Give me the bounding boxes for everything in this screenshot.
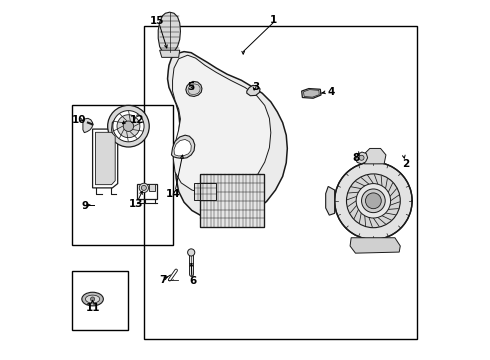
Polygon shape (326, 186, 335, 215)
Circle shape (346, 174, 400, 228)
Circle shape (362, 189, 385, 213)
Bar (144, 26, 417, 338)
Polygon shape (174, 139, 191, 156)
Text: 1: 1 (270, 15, 277, 26)
Polygon shape (302, 89, 321, 98)
Ellipse shape (85, 295, 100, 303)
Circle shape (117, 115, 140, 138)
Circle shape (366, 193, 381, 209)
Polygon shape (172, 55, 271, 194)
Text: 4: 4 (327, 87, 335, 97)
Bar (72, 271, 128, 330)
Bar (194, 183, 216, 200)
Polygon shape (247, 85, 260, 96)
Polygon shape (172, 135, 195, 158)
Polygon shape (149, 184, 155, 192)
Polygon shape (168, 51, 287, 220)
Polygon shape (83, 118, 93, 133)
Polygon shape (355, 152, 368, 164)
Text: 5: 5 (187, 82, 194, 92)
Text: 12: 12 (129, 115, 144, 125)
Circle shape (359, 155, 364, 160)
Bar (72, 105, 172, 245)
Circle shape (108, 105, 149, 147)
Polygon shape (158, 12, 180, 53)
Circle shape (123, 121, 134, 131)
Circle shape (141, 185, 147, 190)
Polygon shape (350, 238, 400, 253)
Text: 15: 15 (150, 17, 164, 27)
Polygon shape (160, 50, 180, 57)
Ellipse shape (82, 292, 103, 306)
Circle shape (356, 184, 391, 218)
Polygon shape (186, 81, 202, 96)
Bar (200, 174, 264, 227)
Text: 2: 2 (402, 159, 409, 169)
Text: 10: 10 (72, 115, 87, 125)
Text: 8: 8 (352, 153, 360, 163)
Polygon shape (96, 132, 115, 185)
Text: 3: 3 (252, 82, 259, 92)
Polygon shape (188, 84, 200, 95)
Circle shape (188, 249, 195, 256)
Text: 9: 9 (82, 201, 89, 211)
Text: 11: 11 (85, 303, 100, 313)
Circle shape (139, 183, 148, 193)
Polygon shape (364, 148, 386, 164)
Polygon shape (93, 129, 118, 188)
Polygon shape (303, 90, 319, 97)
Text: 13: 13 (128, 199, 143, 210)
Text: 7: 7 (159, 275, 166, 285)
Circle shape (91, 297, 95, 301)
Circle shape (335, 162, 412, 239)
Text: 6: 6 (189, 276, 196, 286)
Bar (200, 174, 264, 227)
Circle shape (113, 111, 144, 142)
Text: 14: 14 (166, 189, 181, 199)
